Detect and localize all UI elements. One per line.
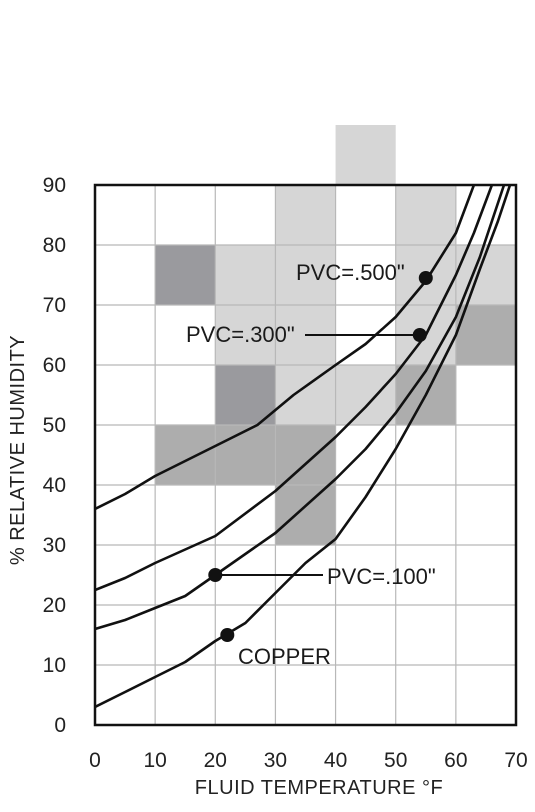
shaded-background-cells [155,125,516,545]
y-tick-label: 90 [43,174,66,197]
series-line-0 [95,185,476,511]
shaded-cell [155,425,216,485]
callout-dot [220,628,235,642]
x-tick-label: 10 [143,749,166,772]
y-tick-label: 60 [43,354,66,377]
shaded-cell [215,245,276,305]
shaded-cell [275,365,336,425]
x-tick-label: 30 [264,749,287,772]
y-tick-label: 20 [43,594,66,617]
grid-lines [95,185,516,725]
y-tick-label: 40 [43,474,66,497]
shaded-cell [155,245,216,305]
curve-label: PVC=.100" [327,564,436,589]
x-tick-label: 40 [324,749,347,772]
shaded-cell [275,485,336,545]
y-tick-labels: 0 10 20 30 40 50 60 70 80 90 [43,174,66,737]
y-axis-title: % RELATIVE HUMIDITY [7,335,29,565]
callout-dot [208,568,223,582]
y-tick-label: 30 [43,534,66,557]
shaded-cell [215,425,276,485]
series-line-2 [95,185,506,631]
curve-label: PVC=.300" [186,322,295,347]
x-tick-label: 70 [504,749,527,772]
callout-dot [418,271,433,285]
curve-callouts: PVC=.500" PVC=.300" PVC=.100" COPPER [186,260,436,669]
x-axis-title: FLUID TEMPERATURE °F [195,777,443,799]
series-line-1 [95,185,494,592]
x-tick-label: 60 [444,749,467,772]
x-tick-label: 50 [384,749,407,772]
shaded-cell [275,185,336,245]
curve-series [95,185,512,709]
shaded-cell [215,365,276,425]
plot-frame [93,183,518,727]
y-tick-label: 70 [43,294,66,317]
shaded-cell [455,305,516,365]
curve-label: COPPER [238,644,331,669]
shaded-cell [275,425,336,485]
curve-label: PVC=.500" [296,260,405,285]
shaded-cell [335,365,396,425]
y-tick-label: 50 [43,414,66,437]
y-tick-label: 80 [43,234,66,257]
shaded-cell [275,245,336,305]
shaded-cell [215,305,276,365]
callout-dot [412,328,427,342]
x-tick-label: 20 [204,749,227,772]
series-line-3 [95,185,512,709]
x-tick-label: 0 [89,749,101,772]
x-tick-labels: 0 10 20 30 40 50 60 70 [89,749,528,772]
shaded-cell [335,125,396,185]
y-tick-label: 0 [54,714,66,737]
y-tick-label: 10 [43,654,66,677]
shaded-cell [395,185,456,245]
